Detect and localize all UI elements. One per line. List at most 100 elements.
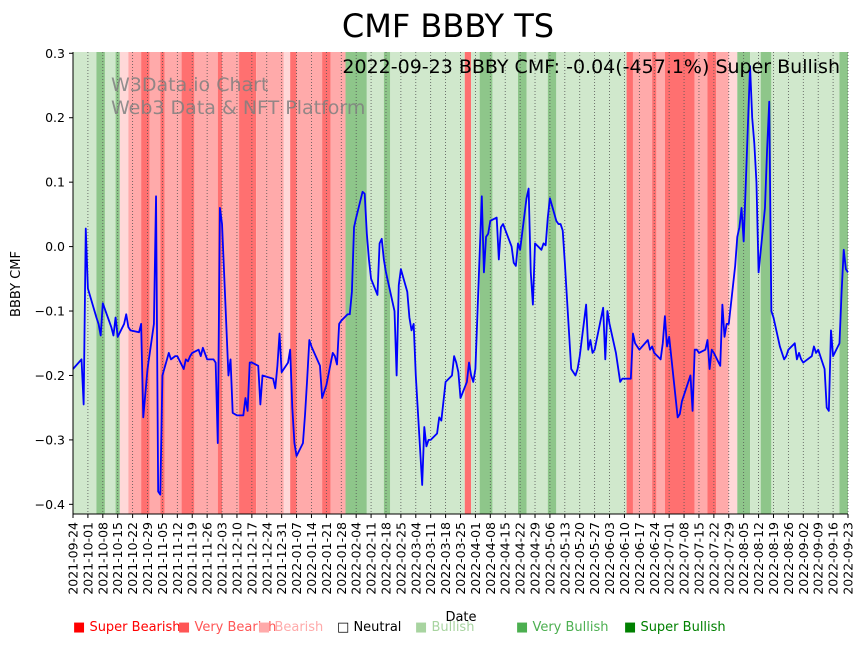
x-tick-label: 2021-10-22 [125, 522, 140, 595]
x-tick-label: 2022-06-24 [647, 522, 662, 595]
x-tick-label: 2021-12-17 [244, 522, 259, 595]
sentiment-band-very-bullish [547, 52, 557, 514]
x-tick-label: 2022-04-22 [513, 522, 528, 595]
sentiment-band-bearish [330, 52, 346, 514]
x-tick-label: 2022-05-13 [557, 522, 572, 595]
legend-marker: ■ [516, 620, 529, 635]
legend: ■ Super Bearish ■ Very Bearish ■ Bearish… [0, 620, 864, 640]
legend-label: Bearish [274, 620, 324, 635]
legend-label: Neutral [353, 620, 402, 635]
x-tick-label: 2022-09-09 [811, 522, 826, 595]
sentiment-band-very-bearish [290, 52, 297, 514]
x-tick-label: 2021-12-31 [274, 522, 289, 595]
legend-marker: ■ [624, 620, 637, 635]
sentiment-band-bullish [366, 52, 384, 514]
y-tick-label: 0.3 [45, 46, 65, 61]
x-tick-label: 2022-07-15 [691, 522, 706, 595]
x-tick-label: 2022-04-08 [483, 522, 498, 595]
sentiment-band-bearish [715, 52, 729, 514]
y-tick-label: −0.4 [35, 497, 65, 512]
legend-label: Bullish [431, 620, 475, 635]
series-line-bbby-cmf [72, 65, 849, 496]
legend-marker: ■ [178, 620, 191, 635]
x-tick-label: 2021-12-24 [259, 522, 274, 595]
x-tick-label: 2021-11-05 [155, 522, 170, 595]
legend-marker: □ [337, 620, 350, 635]
x-tick-label: 2022-08-05 [736, 522, 751, 595]
y-tick-label: −0.3 [35, 432, 65, 447]
legend-marker: ■ [258, 620, 271, 635]
legend-item-very-bullish: ■ Very Bullish [516, 620, 609, 635]
x-tick-label: 2022-07-01 [662, 522, 677, 595]
legend-item-super-bearish: ■ Super Bearish [73, 620, 181, 635]
sentiment-band-bearish [222, 52, 240, 514]
legend-label: Very Bullish [532, 620, 609, 635]
x-tick-label: 2022-07-29 [721, 522, 736, 595]
sentiment-band-bearish [694, 52, 708, 514]
x-tick-label: 2022-06-03 [602, 522, 617, 595]
x-tick-label: 2022-03-18 [438, 522, 453, 595]
x-tick-label: 2022-01-21 [319, 522, 334, 595]
sentiment-band-very-bearish [664, 52, 695, 514]
x-tick-label: 2022-02-11 [364, 522, 379, 595]
sentiment-band-bearish [194, 52, 218, 514]
x-tick-label: 2022-01-07 [289, 522, 304, 595]
x-tick-label: 2022-03-04 [408, 522, 423, 595]
sentiment-band-bearish [656, 52, 665, 514]
sentiment-band-very-bullish [479, 52, 493, 514]
sentiment-band-bearish [256, 52, 284, 514]
sentiment-band-very-bearish [707, 52, 716, 514]
x-tick-label: 2021-10-01 [80, 522, 95, 595]
sentiment-band-bullish [403, 52, 465, 514]
legend-label: Super Bullish [640, 620, 726, 635]
sentiment-band-neutral [283, 52, 291, 514]
legend-item-bearish: ■ Bearish [258, 620, 323, 635]
y-tick-label: 0.2 [45, 110, 65, 125]
sentiment-band-bearish [296, 52, 323, 514]
x-tick-label: 2022-07-22 [706, 522, 721, 595]
x-tick-label: 2021-10-29 [140, 522, 155, 595]
x-tick-label: 2022-03-25 [453, 522, 468, 595]
x-tick-label: 2022-06-10 [617, 522, 632, 595]
latest-value-annotation: 2022-09-23 BBBY CMF: -0.04(-457.1%) Supe… [342, 56, 840, 78]
x-tick-label: 2022-09-16 [826, 522, 841, 595]
x-tick-label: 2022-05-27 [587, 522, 602, 595]
x-tick-label: 2021-11-19 [185, 522, 200, 595]
y-axis-label: BBBY CMF [9, 251, 24, 317]
sentiment-band-very-bearish [181, 52, 195, 514]
sentiment-band-very-bearish [141, 52, 150, 514]
x-tick-label: 2022-04-01 [468, 522, 483, 595]
sentiment-band-very-bearish [464, 52, 472, 514]
x-tick-label: 2022-08-12 [751, 522, 766, 595]
x-tick-label: 2022-09-02 [796, 522, 811, 595]
legend-marker: ■ [73, 620, 86, 635]
x-axis-label: Date [445, 610, 476, 625]
y-tick-label: 0.0 [45, 239, 65, 254]
sentiment-band-very-bearish [239, 52, 257, 514]
sentiment-band-bullish [556, 52, 627, 514]
sentiment-band-very-bullish [839, 52, 848, 514]
x-tick-label: 2022-03-11 [423, 522, 438, 595]
legend-item-neutral: □ Neutral [337, 620, 401, 635]
sentiment-band-bullish [775, 52, 840, 514]
watermark-line-1: W3Data.io Chart [111, 74, 268, 96]
x-tick-label: 2022-09-23 [841, 522, 856, 595]
y-tick-label: −0.2 [35, 368, 65, 383]
legend-marker: ■ [415, 620, 428, 635]
sentiment-band-neutral [119, 52, 129, 514]
x-tick-label: 2021-11-26 [200, 522, 215, 595]
legend-item-super-bullish: ■ Super Bullish [624, 620, 726, 635]
legend-label: Super Bearish [89, 620, 181, 635]
sentiment-band-very-bullish [383, 52, 391, 514]
sentiment-band-bearish [128, 52, 142, 514]
sentiment-band-bullish [526, 52, 548, 514]
sentiment-band-bearish [164, 52, 182, 514]
x-axis-ticks: 2021-09-24 2021-10-01 2021-10-08 2021-10-15… [66, 514, 856, 595]
sentiment-band-very-bullish [517, 52, 527, 514]
series-layer [72, 65, 849, 496]
x-tick-label: 2021-10-08 [95, 522, 110, 595]
x-tick-label: 2022-06-17 [632, 522, 647, 595]
x-tick-label: 2022-05-20 [572, 522, 587, 595]
watermark-line-2: Web3 Data & NFT Platform [111, 97, 365, 119]
